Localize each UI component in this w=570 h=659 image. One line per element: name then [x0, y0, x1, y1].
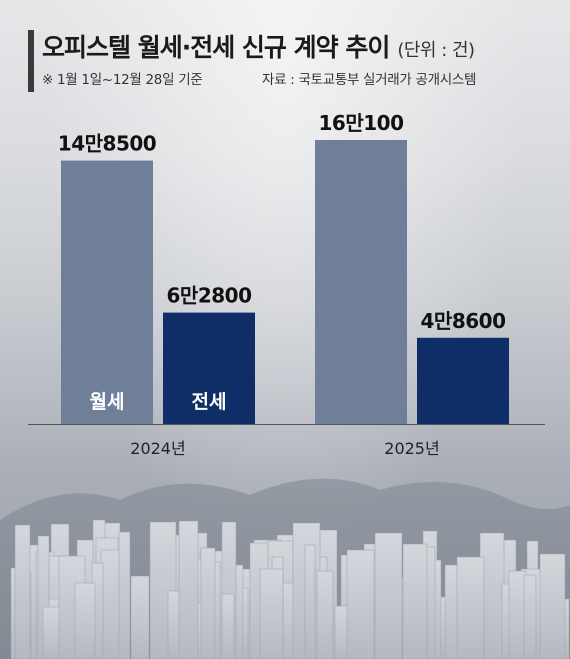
data-label-전세-2025년: 4만8600: [421, 309, 506, 333]
x-tick-label-2025년: 2025년: [384, 439, 439, 458]
x-tick-label-2024년: 2024년: [130, 439, 185, 458]
building-shape: [259, 568, 284, 659]
series-label-월세: 월세: [90, 391, 125, 413]
building-shape: [539, 553, 566, 659]
bar-전세-2025년: [417, 337, 509, 424]
chart-title: 오피스텔 월세·전세 신규 계약 추이 (단위 : 건): [42, 33, 475, 62]
building-shape: [178, 520, 199, 659]
building-shape: [346, 549, 375, 659]
bar-월세-2025년: [315, 140, 407, 424]
date-range-note: ※ 1월 1일~12월 28일 기준: [42, 72, 203, 88]
building-shape: [14, 524, 31, 659]
building-shape: [130, 575, 150, 659]
data-label-월세-2024년: 14만8500: [58, 132, 156, 156]
building-shape: [402, 543, 428, 659]
building-shape: [304, 544, 316, 659]
unit-label: (단위 : 건): [397, 40, 475, 61]
building-shape: [200, 547, 216, 659]
source-note: 자료 : 국토교통부 실거래가 공개시스템: [262, 72, 477, 88]
building-shape: [37, 535, 50, 659]
building-shape: [221, 593, 235, 659]
bar-월세-2024년: [61, 160, 153, 424]
building-shape: [316, 570, 334, 659]
building-shape: [456, 556, 485, 659]
title-accent-bar: [28, 30, 34, 92]
data-label-월세-2025년: 16만100: [319, 111, 404, 135]
building-shape: [74, 582, 96, 659]
data-label-전세-2024년: 6만2800: [167, 284, 252, 308]
building-shape: [523, 574, 537, 659]
series-label-전세: 전세: [192, 391, 227, 413]
building-shape: [374, 532, 403, 659]
building-shape: [118, 531, 131, 659]
bar-전세-2024년: [163, 312, 255, 424]
